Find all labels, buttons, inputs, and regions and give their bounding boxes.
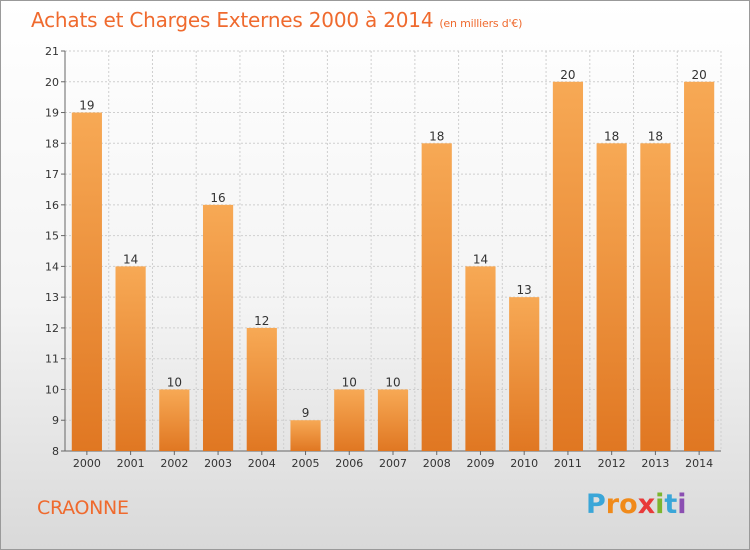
bar: [509, 297, 540, 451]
x-tick-label: 2001: [117, 457, 145, 470]
bar-value-label: 19: [79, 99, 94, 113]
bar-value-label: 13: [517, 283, 532, 297]
bar: [596, 143, 627, 452]
bar-value-label: 20: [691, 68, 706, 82]
bar-value-label: 18: [604, 129, 619, 143]
y-tick-label: 19: [45, 107, 59, 120]
x-tick-label: 2000: [73, 457, 101, 470]
bar: [377, 389, 409, 451]
bar: [202, 204, 234, 451]
bar-value-label: 10: [342, 375, 357, 389]
logo-letter: r: [605, 489, 620, 520]
bar: [334, 389, 365, 451]
y-tick-label: 12: [45, 322, 59, 335]
chart-title-main: Achats et Charges Externes 2000 à 2014: [31, 8, 434, 32]
y-tick-label: 11: [45, 353, 59, 366]
y-tick-label: 20: [45, 76, 59, 89]
bar-value-label: 14: [123, 252, 138, 266]
bar: [159, 389, 190, 451]
y-tick-label: 9: [52, 414, 59, 427]
logo-letter: i: [655, 489, 665, 520]
y-tick-label: 17: [45, 168, 59, 181]
bar-value-label: 20: [560, 68, 575, 82]
bar-value-label: 9: [302, 406, 310, 420]
x-tick-label: 2003: [204, 457, 232, 470]
x-tick-label: 2002: [160, 457, 188, 470]
y-tick-label: 18: [45, 137, 59, 150]
logo-letter: o: [619, 489, 638, 520]
y-tick-label: 16: [45, 199, 59, 212]
x-tick-label: 2007: [379, 457, 407, 470]
bar-value-label: 14: [473, 252, 488, 266]
bar-value-label: 18: [429, 129, 444, 143]
bar-value-label: 12: [254, 314, 269, 328]
bar-value-label: 10: [167, 375, 182, 389]
commune-name: CRAONNE: [37, 497, 129, 519]
bar: [115, 266, 146, 451]
chart-subtitle: (en milliers d'€): [439, 17, 523, 30]
logo-letter: t: [664, 489, 678, 520]
bar: [640, 143, 671, 452]
bar: [71, 112, 102, 452]
proxiti-logo: Proxiti: [586, 489, 687, 520]
bar: [684, 81, 715, 452]
x-tick-label: 2008: [423, 457, 451, 470]
x-tick-label: 2006: [335, 457, 363, 470]
y-tick-label: 21: [45, 45, 59, 58]
bar: [552, 81, 584, 452]
y-tick-label: 10: [45, 383, 59, 396]
x-tick-label: 2005: [292, 457, 320, 470]
y-tick-label: 15: [45, 230, 59, 243]
bar-value-label: 16: [210, 191, 225, 205]
y-tick-label: 13: [45, 291, 59, 304]
logo-letter: i: [677, 489, 687, 520]
bar: [421, 143, 452, 452]
bar: [246, 327, 277, 451]
logo-letter: P: [586, 489, 606, 520]
x-tick-label: 2013: [641, 457, 669, 470]
x-tick-label: 2011: [554, 457, 582, 470]
bar: [465, 266, 496, 451]
chart-title: Achats et Charges Externes 2000 à 2014 (e…: [31, 8, 522, 32]
logo-letter: x: [637, 489, 656, 520]
x-tick-label: 2004: [248, 457, 276, 470]
x-tick-label: 2010: [510, 457, 538, 470]
x-tick-label: 2014: [685, 457, 713, 470]
y-tick-label: 8: [52, 445, 59, 458]
x-tick-label: 2009: [466, 457, 494, 470]
bar-value-label: 10: [385, 375, 400, 389]
y-tick-label: 14: [45, 260, 59, 273]
x-tick-label: 2012: [598, 457, 626, 470]
bar: [290, 420, 321, 451]
bar-value-label: 18: [648, 129, 663, 143]
